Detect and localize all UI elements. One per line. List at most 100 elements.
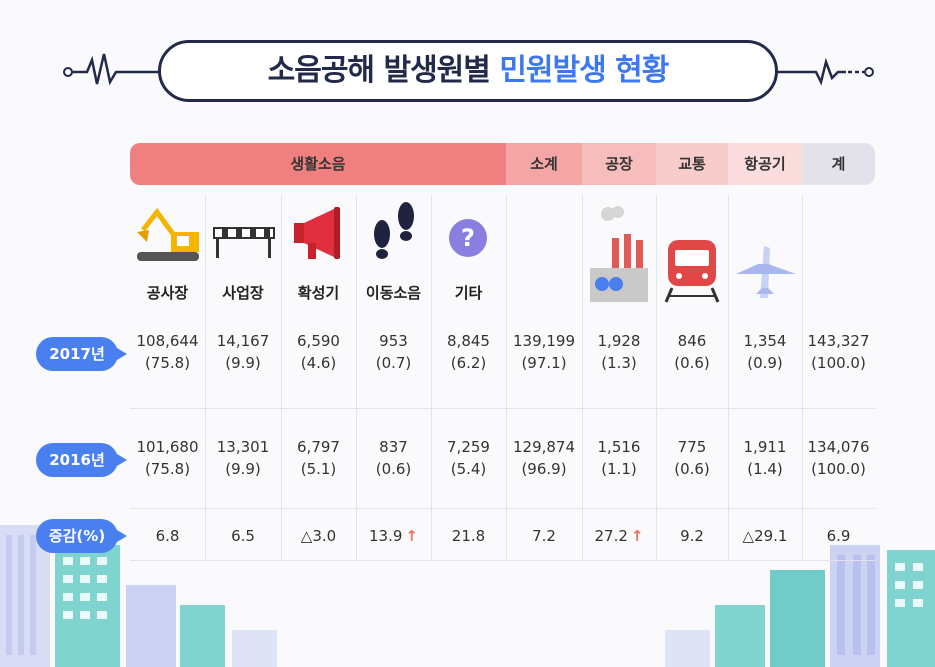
table-cell: 1,928 (1.3) — [582, 330, 656, 374]
table-cell: 7,259 (5.4) — [431, 436, 506, 480]
cell-share: (97.1) — [521, 354, 567, 372]
change-cell: 21.8 — [431, 525, 506, 547]
table-cell: 108,644 (75.8) — [130, 330, 205, 374]
change-cell: △3.0 — [281, 525, 356, 547]
cell-count: 775 — [677, 438, 707, 456]
footprints-icon — [374, 202, 414, 259]
table-cell: 8,845 (6.2) — [431, 330, 506, 374]
up-arrow-icon: ↑ — [630, 527, 644, 545]
cell-count: 1,928 — [597, 332, 641, 350]
change-cell: 13.9 ↑ — [356, 525, 431, 547]
cell-count: 953 — [379, 332, 408, 350]
header-total: 계 — [802, 143, 875, 185]
table-cell: 846 (0.6) — [656, 330, 728, 374]
change-cell: △29.1 — [728, 525, 802, 547]
cell-share: (6.2) — [450, 354, 487, 372]
table-cell: 1,354 (0.9) — [728, 330, 802, 374]
cell-count: 14,167 — [216, 332, 270, 350]
cell-count: 139,199 — [512, 332, 576, 350]
cell-share: (1.1) — [601, 460, 637, 478]
row-label-change: 증감(%) — [36, 519, 127, 553]
cell-count: 7,259 — [447, 438, 490, 456]
grid-line — [431, 195, 432, 560]
change-value: △29.1 — [742, 527, 788, 545]
page-title: 소음공해 발생원별 민원발생 현황 — [158, 40, 778, 102]
change-value: 9.2 — [680, 527, 704, 545]
table-cell: 14,167 (9.9) — [205, 330, 281, 374]
cell-share: (0.6) — [674, 354, 710, 372]
grid-line — [656, 195, 657, 560]
cell-count: 129,874 — [512, 438, 576, 456]
table-cell: 101,680 (75.8) — [130, 436, 205, 480]
cell-share: (0.7) — [375, 354, 412, 372]
change-value: 6.8 — [155, 527, 180, 545]
cell-count: 101,680 — [136, 438, 199, 456]
change-cell: 6.9 — [802, 525, 875, 547]
cell-share: (0.6) — [674, 460, 710, 478]
train-icon — [664, 240, 720, 303]
grid-line — [281, 195, 282, 560]
cell-share: (0.9) — [747, 354, 783, 372]
megaphone-icon — [294, 207, 340, 259]
table-cell: 143,327 (100.0) — [802, 330, 875, 374]
cell-share: (4.6) — [300, 354, 337, 372]
grid-line — [130, 560, 875, 561]
airplane-icon — [736, 246, 796, 298]
change-cell: 7.2 — [506, 525, 582, 547]
grid-line — [728, 195, 729, 560]
table-cell: 139,199 (97.1) — [506, 330, 582, 374]
cell-count: 1,516 — [597, 438, 641, 456]
cell-share: (96.9) — [521, 460, 567, 478]
cell-count: 1,354 — [743, 332, 787, 350]
grid-line — [356, 195, 357, 560]
cell-share: (0.6) — [375, 460, 412, 478]
cell-share: (100.0) — [811, 460, 866, 478]
heartbeat-line-right — [776, 57, 874, 86]
category-label: 확성기 — [297, 284, 340, 302]
change-value: 7.2 — [532, 527, 556, 545]
table-cell: 837 (0.6) — [356, 436, 431, 480]
category-label: 이동소음 — [365, 284, 422, 302]
header-group-living-noise: 생활소음 — [130, 143, 506, 185]
row-label-2016: 2016년 — [36, 443, 127, 477]
table-cell: 775 (0.6) — [656, 436, 728, 480]
cell-count: 846 — [677, 332, 707, 350]
city-buildings-right — [665, 545, 935, 667]
cell-count: 1,911 — [743, 438, 787, 456]
cell-share: (5.4) — [450, 460, 487, 478]
heartbeat-line-left — [63, 53, 162, 86]
change-cell: 6.8 — [130, 525, 205, 547]
cell-share: (9.9) — [225, 460, 261, 478]
change-cell: 27.2 ↑ — [582, 525, 656, 547]
table-cell: 1,911 (1.4) — [728, 436, 802, 480]
cell-count: 134,076 — [807, 438, 870, 456]
grid-line — [130, 508, 875, 509]
cell-count: 13,301 — [216, 438, 270, 456]
factory-icon — [590, 206, 648, 302]
grid-line — [582, 195, 583, 560]
cell-share: (1.3) — [601, 354, 637, 372]
header-factory: 공장 — [582, 143, 656, 185]
change-value: 21.8 — [451, 527, 486, 545]
cell-count: 837 — [379, 438, 408, 456]
question-icon: ? — [449, 219, 487, 257]
header-traffic: 교통 — [656, 143, 728, 185]
excavator-icon — [137, 208, 199, 261]
city-buildings-left — [0, 525, 277, 667]
row-label-2017: 2017년 — [36, 337, 127, 371]
header-aircraft: 항공기 — [728, 143, 802, 185]
svg-text:?: ? — [461, 224, 475, 252]
table-cell: 1,516 (1.1) — [582, 436, 656, 480]
title-part1: 소음공해 발생원별 — [267, 53, 491, 88]
change-value: 6.9 — [826, 527, 851, 545]
header-subtotal: 소계 — [506, 143, 582, 185]
category-label: 사업장 — [222, 284, 264, 302]
table-cell: 6,590 (4.6) — [281, 330, 356, 374]
change-value: 27.2 — [594, 527, 628, 545]
title-part2: 민원발생 현황 — [499, 53, 669, 88]
table-cell: 6,797 (5.1) — [281, 436, 356, 480]
change-value: △3.0 — [300, 527, 337, 545]
change-value: 6.5 — [231, 527, 255, 545]
cell-share: (75.8) — [144, 460, 191, 478]
